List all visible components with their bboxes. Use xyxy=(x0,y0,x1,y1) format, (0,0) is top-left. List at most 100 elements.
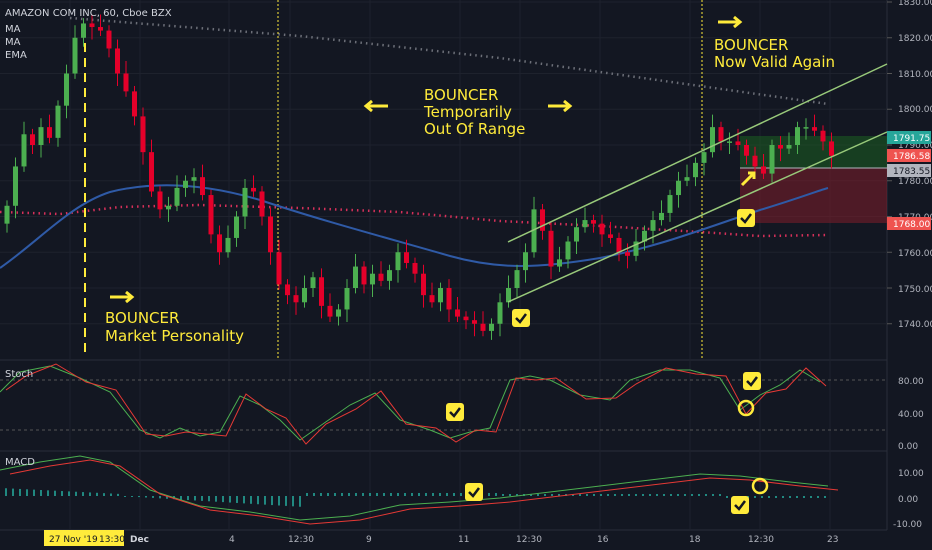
candle-body[interactable] xyxy=(718,127,724,142)
candle-body[interactable] xyxy=(616,237,622,253)
candle-body[interactable] xyxy=(752,155,758,167)
macd-label[interactable]: MACD xyxy=(5,457,35,468)
candlesticks[interactable] xyxy=(4,14,835,340)
candle-body[interactable] xyxy=(149,152,154,192)
candle-body[interactable] xyxy=(803,127,809,129)
candle-body[interactable] xyxy=(259,191,265,217)
time-axis[interactable]: 27 Nov '19 13:30 Dec 4 12:30 9 11 12:30 … xyxy=(44,530,838,546)
candle-body[interactable] xyxy=(13,166,18,206)
candle-body[interactable] xyxy=(132,91,137,117)
candle-body[interactable] xyxy=(463,316,469,321)
candle-body[interactable] xyxy=(106,30,112,49)
candle-body[interactable] xyxy=(81,23,86,38)
candle-body[interactable] xyxy=(744,145,749,156)
candle-body[interactable] xyxy=(89,23,95,28)
candle-body[interactable] xyxy=(829,141,834,156)
candle-body[interactable] xyxy=(489,323,494,331)
candle-body[interactable] xyxy=(582,220,588,228)
candle-body[interactable] xyxy=(480,323,486,331)
candle-body[interactable] xyxy=(727,141,732,143)
candle-body[interactable] xyxy=(183,180,188,188)
candle-body[interactable] xyxy=(608,234,613,238)
candle-body[interactable] xyxy=(208,195,214,235)
candle-body[interactable] xyxy=(72,37,78,74)
candle-body[interactable] xyxy=(191,177,197,181)
candle-body[interactable] xyxy=(557,259,562,267)
candle-body[interactable] xyxy=(276,252,282,285)
candle-body[interactable] xyxy=(786,145,792,149)
candle-body[interactable] xyxy=(319,277,324,306)
candle-body[interactable] xyxy=(684,177,690,181)
candle-body[interactable] xyxy=(506,288,511,303)
candle-body[interactable] xyxy=(633,241,639,256)
candle-body[interactable] xyxy=(387,270,392,281)
candle-body[interactable] xyxy=(676,180,681,196)
channel-lower[interactable] xyxy=(507,131,888,303)
candle-body[interactable] xyxy=(115,48,120,74)
candle-body[interactable] xyxy=(574,227,579,242)
candle-body[interactable] xyxy=(769,145,775,174)
candle-body[interactable] xyxy=(285,284,290,296)
candle-body[interactable] xyxy=(761,166,766,174)
candle-body[interactable] xyxy=(21,134,27,167)
candle-body[interactable] xyxy=(455,309,460,317)
channel-upper[interactable] xyxy=(507,63,888,243)
candle-body[interactable] xyxy=(693,162,698,178)
study-ma-1[interactable]: MA xyxy=(5,24,21,35)
candle-body[interactable] xyxy=(370,273,375,285)
candle-body[interactable] xyxy=(565,241,571,260)
trend-channel[interactable] xyxy=(507,63,888,303)
candle-body[interactable] xyxy=(548,230,554,267)
candle-body[interactable] xyxy=(735,141,741,145)
candle-body[interactable] xyxy=(710,127,715,153)
candle-body[interactable] xyxy=(55,105,61,138)
candle-body[interactable] xyxy=(98,27,103,31)
candle-body[interactable] xyxy=(540,209,545,231)
candle-body[interactable] xyxy=(157,191,163,210)
candle-body[interactable] xyxy=(166,205,171,210)
candle-body[interactable] xyxy=(310,277,316,288)
candle-body[interactable] xyxy=(795,127,800,145)
candle-body[interactable] xyxy=(336,309,341,317)
candle-body[interactable] xyxy=(642,230,647,242)
candle-body[interactable] xyxy=(820,130,826,142)
candle-body[interactable] xyxy=(429,295,435,303)
candle-body[interactable] xyxy=(361,266,367,285)
candle-body[interactable] xyxy=(174,187,180,206)
candle-body[interactable] xyxy=(140,116,146,153)
candle-body[interactable] xyxy=(812,127,817,131)
candle-body[interactable] xyxy=(599,223,605,235)
candle-body[interactable] xyxy=(378,273,384,281)
candle-body[interactable] xyxy=(701,152,707,163)
candle-body[interactable] xyxy=(217,234,222,253)
candle-body[interactable] xyxy=(421,273,426,296)
candle-body[interactable] xyxy=(446,288,452,310)
candle-body[interactable] xyxy=(225,237,231,253)
candle-body[interactable] xyxy=(625,252,630,256)
candle-body[interactable] xyxy=(353,266,358,288)
candle-body[interactable] xyxy=(514,270,520,288)
candle-body[interactable] xyxy=(64,73,69,106)
candle-body[interactable] xyxy=(123,73,129,92)
candle-body[interactable] xyxy=(404,252,409,263)
candle-body[interactable] xyxy=(234,216,239,238)
candle-body[interactable] xyxy=(778,145,783,149)
candle-body[interactable] xyxy=(395,252,401,271)
candle-body[interactable] xyxy=(523,252,528,271)
candle-body[interactable] xyxy=(531,209,537,253)
study-ema[interactable]: EMA xyxy=(5,50,27,61)
candle-body[interactable] xyxy=(293,295,299,303)
candle-body[interactable] xyxy=(302,288,307,303)
stoch-label[interactable]: Stoch xyxy=(5,369,33,380)
candle-body[interactable] xyxy=(472,320,477,324)
candle-body[interactable] xyxy=(650,220,656,231)
candle-body[interactable] xyxy=(591,220,596,224)
study-ma-2[interactable]: MA xyxy=(5,37,21,48)
candle-body[interactable] xyxy=(242,187,248,217)
candle-body[interactable] xyxy=(659,212,664,221)
candle-body[interactable] xyxy=(38,127,44,145)
candle-body[interactable] xyxy=(251,187,256,192)
candle-body[interactable] xyxy=(344,288,350,310)
candle-body[interactable] xyxy=(438,288,443,303)
